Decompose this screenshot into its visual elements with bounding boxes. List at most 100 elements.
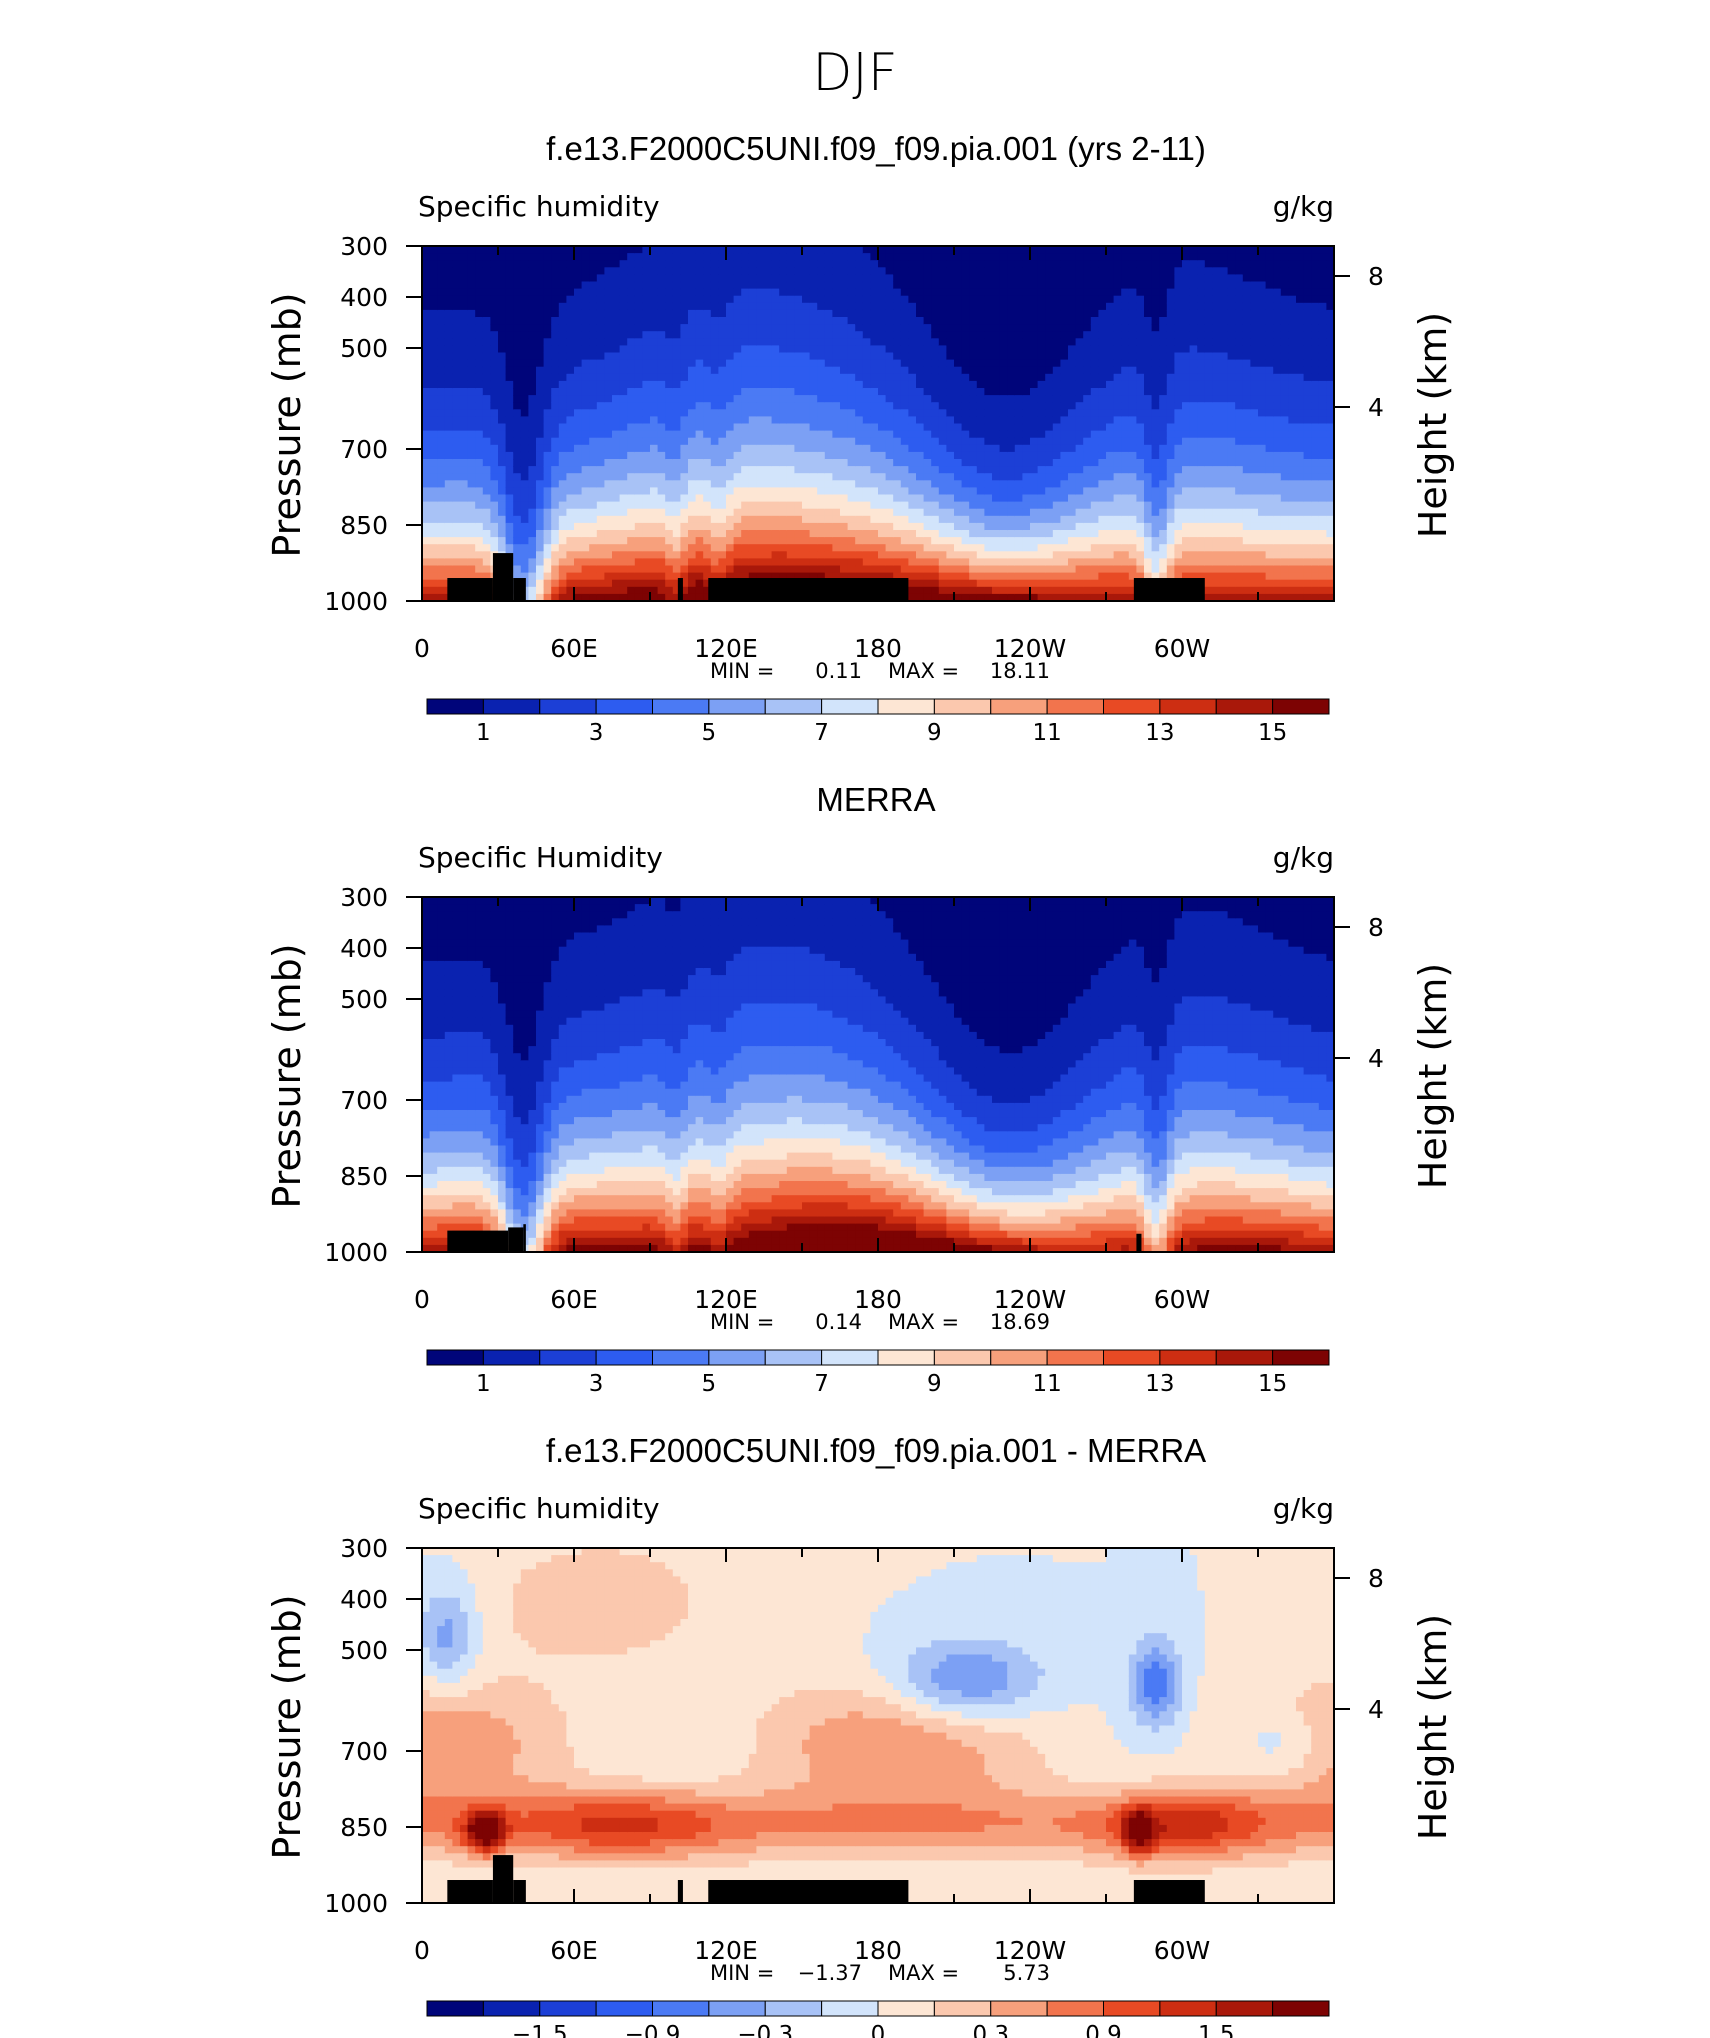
field-cell [566, 423, 575, 432]
field-cell [1014, 388, 1023, 396]
field-cell [574, 288, 583, 297]
field-cell [786, 558, 795, 567]
field-cell [688, 544, 697, 552]
field-cell [1052, 480, 1061, 488]
field-cell [992, 451, 1001, 460]
field-cell [627, 593, 636, 602]
field-cell [1060, 388, 1069, 396]
field-cell [680, 317, 689, 325]
field-cell [1136, 572, 1145, 581]
field-cell [1121, 430, 1130, 439]
field-cell [817, 551, 826, 559]
field-cell [786, 288, 795, 297]
field-cell [840, 359, 849, 368]
field-cell [1151, 430, 1160, 439]
field-cell [543, 430, 552, 439]
field-cell [498, 373, 507, 382]
field-cell [513, 253, 522, 261]
field-cell [756, 267, 765, 275]
field-cell [422, 551, 431, 559]
field-cell [422, 388, 431, 396]
field-cell [558, 281, 567, 290]
field-cell [520, 295, 529, 304]
field-cell [536, 373, 545, 382]
field-cell [771, 437, 780, 446]
field-cell [1098, 302, 1107, 311]
field-cell [855, 430, 864, 439]
field-cell [718, 430, 727, 439]
field-cell [893, 409, 902, 417]
field-cell [1136, 459, 1145, 467]
field-cell [1075, 359, 1084, 368]
field-cell [802, 494, 811, 503]
field-cell [969, 487, 978, 496]
field-cell [627, 309, 636, 318]
field-cell [916, 593, 925, 602]
field-cell [680, 437, 689, 446]
field-cell [733, 459, 742, 467]
field-cell [1174, 395, 1183, 403]
field-cell [543, 281, 552, 290]
field-cell [1090, 579, 1099, 588]
field-cell [680, 537, 689, 545]
field-cell [452, 281, 461, 290]
field-cell [1159, 260, 1168, 268]
field-cell [1121, 480, 1130, 488]
field-cell [513, 267, 522, 275]
field-cell [779, 409, 788, 417]
field-cell [1045, 373, 1054, 382]
field-cell [832, 253, 841, 261]
field-cell [589, 295, 598, 304]
field-cell [1075, 494, 1084, 503]
field-cell [536, 423, 545, 432]
field-cell [1113, 494, 1122, 503]
field-cell [938, 544, 947, 552]
field-cell [946, 451, 955, 460]
field-cell [482, 522, 491, 531]
field-cell [513, 515, 522, 524]
field-cell [1121, 466, 1130, 474]
field-cell [475, 522, 484, 531]
field-cell [794, 459, 803, 467]
field-cell [1007, 544, 1016, 552]
field-cell [665, 409, 674, 417]
field-cell [680, 309, 689, 318]
field-cell [688, 388, 697, 396]
field-cell [954, 416, 963, 425]
field-cell [657, 359, 666, 368]
field-cell [916, 274, 925, 283]
field-cell [946, 274, 955, 283]
field-cell [726, 522, 735, 531]
field-cell [505, 288, 514, 297]
field-cell [627, 558, 636, 567]
field-cell [1030, 359, 1039, 368]
field-cell [467, 466, 476, 474]
field-cell [1136, 366, 1145, 375]
field-cell [422, 593, 431, 602]
field-cell [1144, 253, 1153, 261]
field-cell [688, 487, 697, 496]
field-cell [1052, 253, 1061, 261]
field-cell [999, 409, 1008, 417]
field-cell [627, 246, 636, 254]
field-cell [513, 423, 522, 432]
field-cell [581, 331, 590, 339]
field-cell [862, 430, 871, 439]
field-cell [528, 501, 537, 510]
field-cell [1166, 274, 1175, 283]
field-cell [1075, 317, 1084, 325]
field-cell [954, 430, 963, 439]
field-cell [870, 331, 879, 339]
field-cell [885, 380, 894, 389]
field-cell [498, 501, 507, 510]
field-cell [771, 572, 780, 581]
field-cell [954, 352, 963, 361]
field-cell [908, 288, 917, 297]
field-cell [1022, 537, 1031, 545]
field-cell [840, 345, 849, 354]
field-cell [840, 253, 849, 261]
field-cell [619, 487, 628, 496]
field-cell [642, 302, 651, 311]
field-cell [672, 288, 681, 297]
field-cell [1121, 317, 1130, 325]
